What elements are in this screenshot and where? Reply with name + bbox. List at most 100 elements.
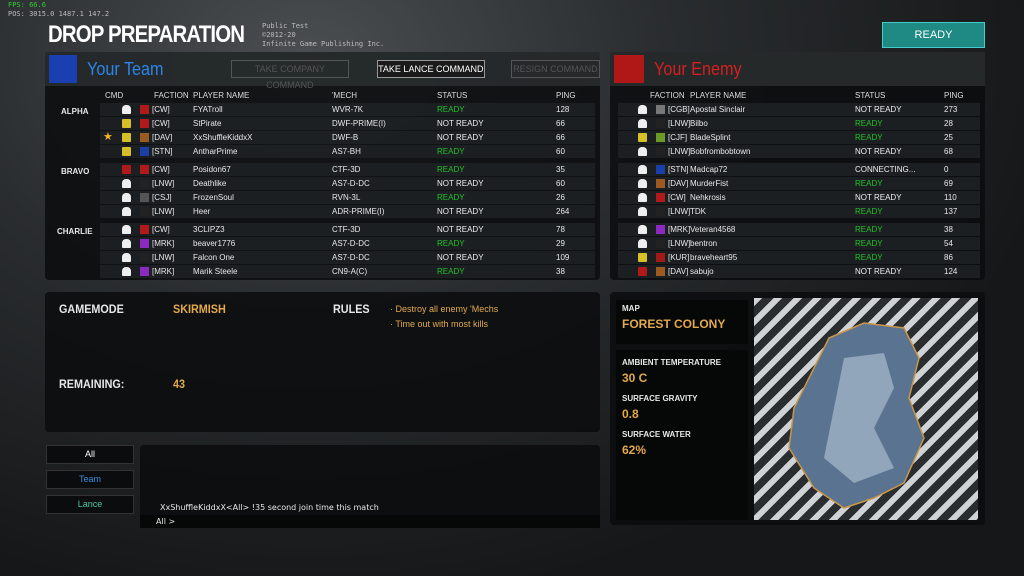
chat-message: XxShuffleKiddxX<All> !35 second join tim…: [160, 503, 379, 512]
col-player-name: PLAYER NAME: [690, 91, 747, 100]
enemy-table: FACTION PLAYER NAME STATUS PING [CGB] Apo…: [610, 91, 985, 278]
player-icon: [638, 179, 647, 188]
mech-name: AS7-D-DC: [332, 253, 370, 262]
fps-readout: FPS: 66.6: [8, 1, 46, 9]
table-row[interactable]: [LNW] Heer ADR-PRIME(I) NOT READY 264: [100, 205, 595, 218]
take-company-command-button[interactable]: TAKE COMPANY COMMAND: [231, 60, 349, 90]
lance-command-icon: [638, 133, 647, 142]
enemy-team-title: Your Enemy: [654, 58, 742, 79]
table-row[interactable]: [CW] Nehkrosis NOT READY 110: [618, 191, 980, 204]
player-status: NOT READY: [437, 253, 484, 262]
table-row[interactable]: ★ [DAV] XxShuffleKiddxX DWF-B NOT READY 66: [100, 131, 595, 144]
lance-command-icon: [122, 147, 131, 156]
player-icon: [122, 207, 131, 216]
table-row[interactable]: [LNW] Deathlike AS7-D-DC NOT READY 60: [100, 177, 595, 190]
faction-emblem-icon: [656, 253, 665, 262]
table-row[interactable]: [MRK] Marik Steele CN9-A(C) READY 38: [100, 265, 595, 278]
player-icon: [638, 119, 647, 128]
resign-command-button[interactable]: RESIGN COMMAND: [510, 60, 601, 78]
col-status: STATUS: [437, 91, 468, 100]
take-lance-command-button[interactable]: TAKE LANCE COMMAND: [376, 60, 485, 78]
faction-emblem-icon: [140, 253, 149, 262]
faction-emblem-icon: [140, 147, 149, 156]
team-color-swatch: [49, 55, 78, 83]
enemy-team-panel: Your Enemy FACTION PLAYER NAME STATUS PI…: [610, 52, 985, 280]
chat-panel: XxShuffleKiddxX<All> !35 second join tim…: [140, 445, 600, 528]
faction-tag: [CSJ]: [152, 193, 172, 202]
faction-tag: [MRK]: [668, 225, 691, 234]
gamemode-label: GAMEMODE: [59, 302, 124, 316]
mech-name: ADR-PRIME(I): [332, 207, 385, 216]
ping-value: 86: [944, 253, 953, 262]
table-row[interactable]: [CGB] Apostal Sinclair NOT READY 273: [618, 103, 980, 116]
gravity-value: 0.8: [622, 407, 639, 421]
faction-emblem-icon: [140, 193, 149, 202]
table-row[interactable]: [DAV] MurderFist READY 69: [618, 177, 980, 190]
copyright: ©2012-20: [262, 31, 296, 39]
ping-value: 273: [944, 105, 958, 114]
table-row[interactable]: [LNW] Bobfrombobtown NOT READY 68: [618, 145, 980, 158]
faction-tag: [LNW]: [668, 239, 691, 248]
player-name: beaver1776: [193, 239, 236, 248]
player-status: NOT READY: [437, 225, 484, 234]
table-row[interactable]: [CW] 3CLIPZ3 CTF-3D NOT READY 78: [100, 223, 595, 236]
table-row[interactable]: [CW] Posidon67 CTF-3D READY 35: [100, 163, 595, 176]
player-name: bentron: [690, 239, 718, 248]
table-row[interactable]: [CSJ] FrozenSoul RVN-3L READY 26: [100, 191, 595, 204]
faction-tag: [LNW]: [152, 179, 175, 188]
table-row[interactable]: [LNW] TDK READY 137: [618, 205, 980, 218]
table-row[interactable]: [LNW] Bilbo READY 28: [618, 117, 980, 130]
table-row[interactable]: [MRK] Veteran4568 READY 38: [618, 223, 980, 236]
remaining-value: 43: [173, 377, 186, 391]
player-icon: [638, 225, 647, 234]
player-status: NOT READY: [437, 179, 484, 188]
ping-value: 110: [944, 193, 957, 202]
table-row[interactable]: [KUR] braveheart95 READY 86: [618, 251, 980, 264]
mech-name: WVR-7K: [332, 105, 364, 114]
map-name-box: MAP FOREST COLONY: [616, 300, 748, 344]
table-row[interactable]: [CJF] BladeSplint READY 25: [618, 131, 980, 144]
map-label: MAP: [622, 304, 640, 313]
table-row[interactable]: [LNW] Falcon One AS7-D-DC NOT READY 109: [100, 251, 595, 264]
player-status: READY: [855, 207, 883, 216]
table-row[interactable]: [CW] StPirate DWF-PRIME(I) NOT READY 66: [100, 117, 595, 130]
chat-tab-all[interactable]: All: [46, 445, 134, 464]
lance-name: BRAVO: [61, 167, 90, 176]
faction-emblem-icon: [656, 165, 665, 174]
temperature-label: AMBIENT TEMPERATURE: [622, 358, 721, 367]
your-team-header: Your Team TAKE COMPANY COMMAND TAKE LANC…: [45, 52, 601, 90]
chat-tab-team[interactable]: Team: [46, 470, 134, 489]
ping-value: 60: [556, 179, 565, 188]
table-row[interactable]: [LNW] bentron READY 54: [618, 237, 980, 250]
player-icon: [638, 165, 647, 174]
player-name: Bilbo: [690, 119, 708, 128]
ping-value: 66: [556, 119, 565, 128]
col-ping: PING: [556, 91, 576, 100]
faction-tag: [DAV]: [668, 267, 689, 276]
table-row[interactable]: [STN] Madcap72 CONNECTING... 0: [618, 163, 980, 176]
player-name: sabujo: [690, 267, 714, 276]
ping-value: 66: [556, 133, 565, 142]
faction-emblem-icon: [140, 133, 149, 142]
mech-name: CTF-3D: [332, 225, 361, 234]
player-status: READY: [855, 179, 883, 188]
ping-value: 35: [556, 165, 565, 174]
player-icon: [122, 225, 131, 234]
table-row[interactable]: [STN] AntharPrime AS7-BH READY 60: [100, 145, 595, 158]
player-status: READY: [437, 267, 465, 276]
table-row[interactable]: [MRK] beaver1776 AS7-D-DC READY 29: [100, 237, 595, 250]
chat-input[interactable]: All >: [140, 515, 600, 528]
chat-tab-lance[interactable]: Lance: [46, 495, 134, 514]
faction-tag: [CW]: [668, 193, 686, 202]
faction-icon: [638, 267, 647, 276]
mech-name: CTF-3D: [332, 165, 361, 174]
ready-button[interactable]: READY: [882, 22, 985, 48]
ping-value: 0: [944, 165, 949, 174]
table-row[interactable]: [CW] FYATroll WVR-7K READY 128: [100, 103, 595, 116]
col-faction: FACTION: [154, 91, 189, 100]
enemy-color-swatch: [614, 55, 644, 83]
player-status: NOT READY: [437, 119, 484, 128]
player-icon: [122, 193, 131, 202]
mech-name: CN9-A(C): [332, 267, 368, 276]
table-row[interactable]: [DAV] sabujo NOT READY 124: [618, 265, 980, 278]
